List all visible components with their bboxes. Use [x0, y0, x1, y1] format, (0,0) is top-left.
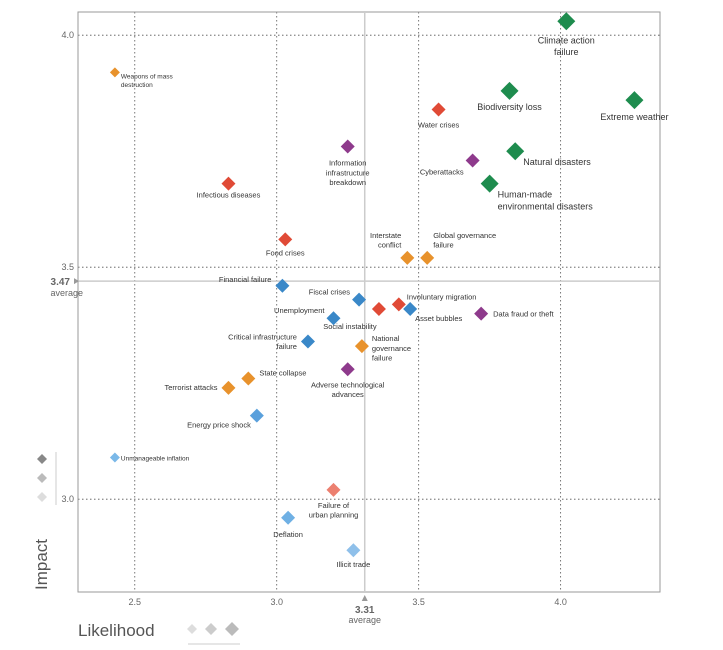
x-tick-label: 2.5: [129, 597, 142, 607]
x-tick-label: 4.0: [554, 597, 567, 607]
diamond-icon: [37, 473, 47, 483]
diamond-icon: [37, 454, 47, 464]
x-axis-title: Likelihood: [78, 621, 155, 640]
data-point-label: Deflation: [273, 530, 303, 539]
y-tick-label: 4.0: [61, 30, 74, 40]
average-likelihood-value: 3.31: [355, 605, 375, 616]
data-point-label: Climate action failure: [538, 35, 595, 57]
average-impact-arrow-icon: [74, 278, 79, 285]
diamond-icon: [37, 492, 47, 502]
data-point-label: Extreme weather: [600, 112, 668, 122]
axis-ticks: 2.5 3.0 3.5 4.0 3.0 3.5 4.0: [61, 30, 566, 607]
data-point-label: Cyberattacks: [420, 167, 464, 176]
data-point-label: Weapons of mass destruction: [121, 73, 174, 88]
data-point-label: Failure of urban planning: [309, 501, 359, 520]
data-point-label: Financial failure: [219, 275, 272, 284]
data-point-diamond: [371, 301, 386, 316]
data-point-label: Food crises: [266, 248, 305, 257]
data-point-label: Water crises: [418, 120, 460, 129]
data-point-diamond: [506, 142, 525, 161]
data-point-label: Interstate conflict: [370, 231, 402, 250]
diamond-icon: [187, 624, 197, 634]
data-point-diamond: [221, 380, 236, 395]
data-point-label: Involuntary migration: [407, 292, 477, 301]
x-tick-label: 3.5: [412, 597, 425, 607]
data-point-diamond: [480, 174, 499, 193]
y-tick-label: 3.5: [61, 262, 74, 272]
data-point-label: Social instability: [323, 322, 377, 331]
likelihood-scale-key: [187, 622, 240, 645]
data-point-diamond: [109, 452, 120, 463]
y-axis-title: Impact: [32, 539, 51, 590]
data-point-label: Unemployment: [274, 306, 325, 315]
average-impact-label: average: [50, 288, 83, 298]
data-point-diamond: [109, 67, 120, 78]
data-point-label: Terrorist attacks: [165, 383, 218, 392]
data-points: [109, 12, 644, 558]
data-point-label: Unmanageable inflation: [121, 455, 190, 462]
data-labels: Weapons of mass destruction Unmanageable i…: [121, 35, 669, 569]
data-point-diamond: [241, 371, 256, 386]
data-point-diamond: [281, 510, 296, 525]
data-point-diamond: [465, 153, 480, 168]
data-point-label: Data fraud or theft: [493, 310, 554, 319]
average-likelihood-arrow-icon: [361, 595, 368, 601]
average-likelihood-label: average: [348, 615, 381, 625]
average-impact-value: 3.47: [51, 277, 71, 288]
data-point-diamond: [249, 408, 264, 423]
data-point-diamond: [221, 176, 236, 191]
data-point-diamond: [500, 81, 519, 100]
data-point-label: Energy price shock: [187, 421, 251, 430]
data-point-diamond: [326, 482, 341, 497]
data-point-diamond: [352, 292, 367, 307]
data-point-label: Human-made environmental disasters: [498, 190, 594, 212]
data-point-diamond: [403, 301, 418, 316]
data-point-diamond: [431, 102, 446, 117]
data-point-diamond: [346, 543, 361, 558]
grid: [78, 12, 660, 592]
data-point-label: Fiscal crises: [309, 288, 351, 297]
data-point-label: Critical infrastructure failure: [228, 332, 297, 351]
data-point-diamond: [557, 12, 576, 31]
diamond-icon: [225, 622, 239, 636]
data-point-label: Illicit trade: [337, 560, 371, 569]
data-point-label: State collapse: [259, 369, 306, 378]
data-point-label: Global governance failure: [433, 231, 496, 250]
data-point-label: Adverse technological advances: [311, 380, 385, 399]
plot-frame: [77, 11, 661, 593]
y-tick-label: 3.0: [61, 494, 74, 504]
data-point-diamond: [474, 306, 489, 321]
x-tick-label: 3.0: [270, 597, 283, 607]
data-point-diamond: [326, 311, 341, 326]
data-point-label: Natural disasters: [523, 157, 591, 167]
impact-scale-key: [37, 452, 57, 505]
diamond-icon: [205, 623, 217, 635]
data-point-label: Information infrastructure breakdown: [326, 159, 370, 188]
data-point-label: Infectious diseases: [197, 191, 261, 200]
data-point-diamond: [340, 362, 355, 377]
data-point-diamond: [275, 278, 290, 293]
data-point-diamond: [300, 334, 315, 349]
data-point-label: Asset bubbles: [415, 314, 462, 323]
data-point-label: Biodiversity loss: [477, 102, 542, 112]
data-point-diamond: [625, 91, 644, 110]
data-point-diamond: [340, 139, 355, 154]
data-point-diamond: [354, 339, 369, 354]
data-point-diamond: [278, 232, 293, 247]
data-point-label: National governance failure: [372, 334, 411, 363]
data-point-diamond: [391, 297, 406, 312]
data-point-diamond: [400, 250, 415, 265]
data-point-diamond: [420, 250, 435, 265]
